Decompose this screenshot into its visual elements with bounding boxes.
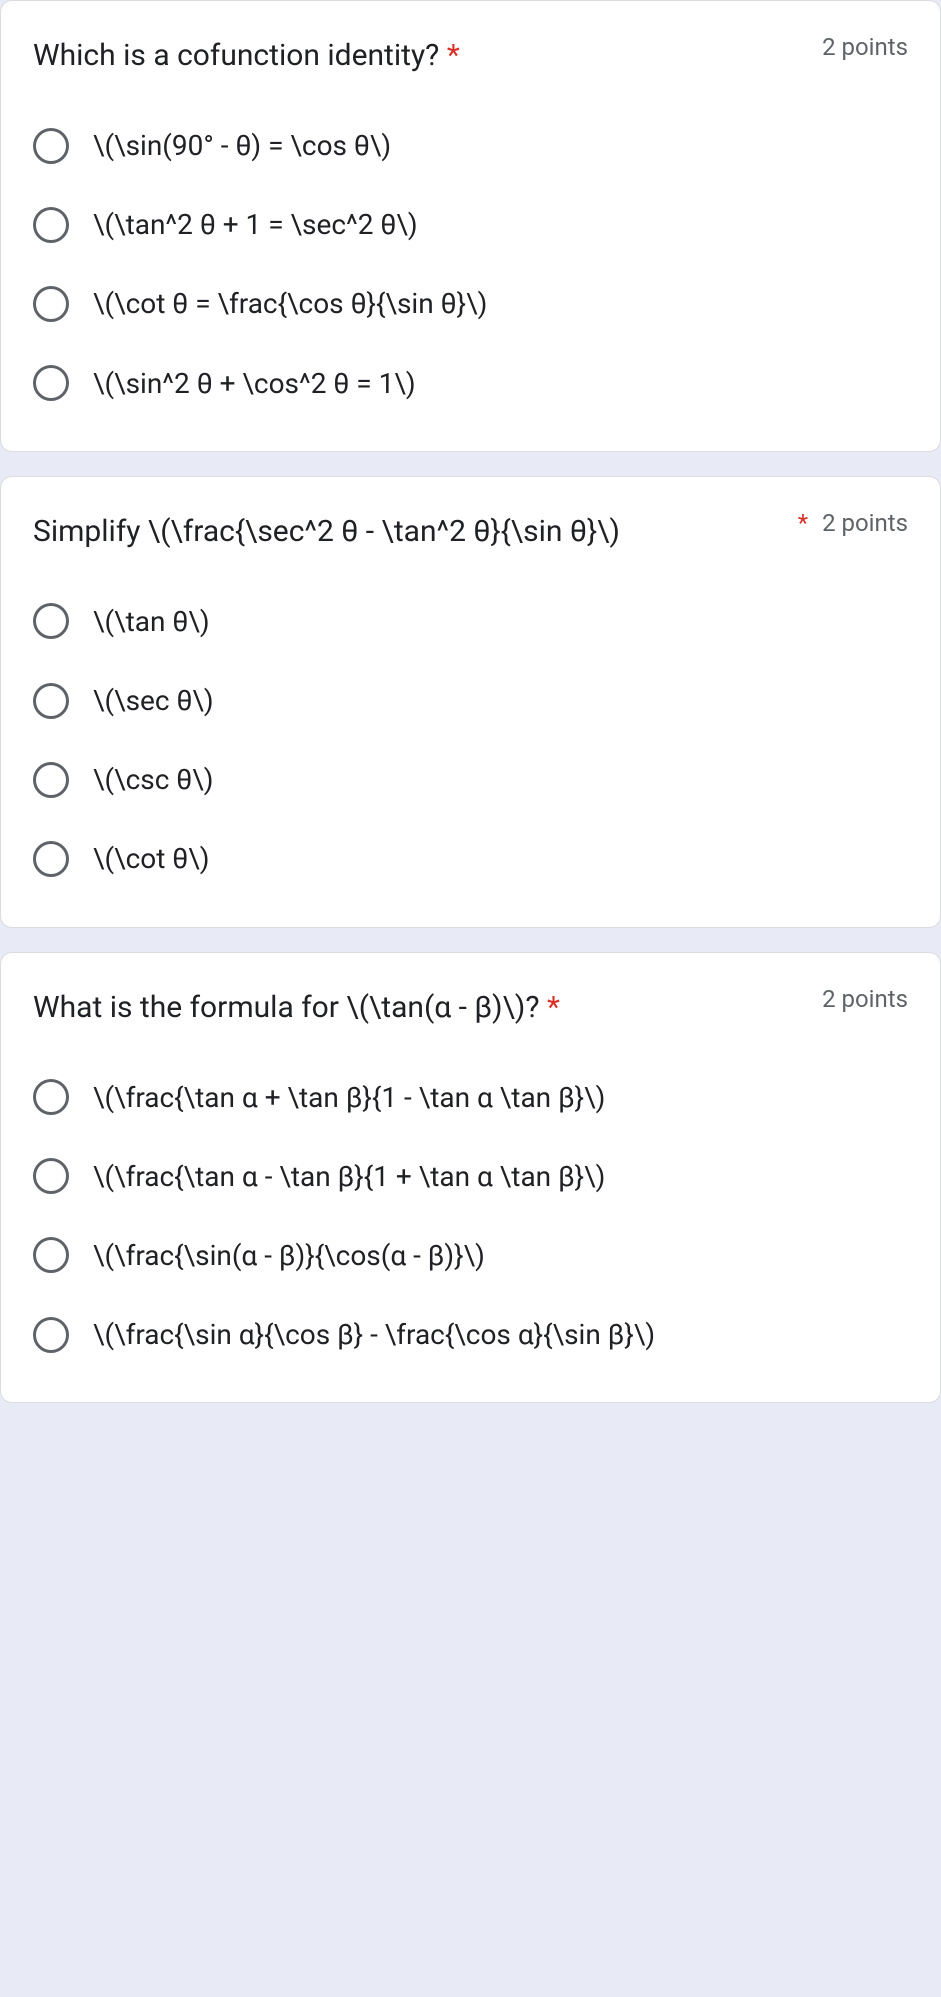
- radio-option[interactable]: \(\cot θ = \frac{\cos θ}{\sin θ}\): [33, 284, 908, 323]
- question-header: Simplify \(\frac{\sec^2 θ - \tan^2 θ}{\s…: [33, 509, 908, 554]
- question-title-text: Which is a cofunction identity?: [33, 38, 439, 73]
- required-asterisk: *: [447, 38, 460, 73]
- option-label: \(\frac{\tan α + \tan β}{1 - \tan α \tan…: [93, 1078, 605, 1117]
- radio-icon: [33, 841, 69, 877]
- question-title-text: What is the formula for \(\tan(α - β)\)?: [33, 990, 540, 1025]
- radio-icon: [33, 603, 69, 639]
- radio-icon: [33, 1079, 69, 1115]
- radio-option[interactable]: \(\tan^2 θ + 1 = \sec^2 θ\): [33, 205, 908, 244]
- option-label: \(\tan θ\): [93, 602, 210, 641]
- option-label: \(\tan^2 θ + 1 = \sec^2 θ\): [93, 205, 418, 244]
- option-label: \(\sec θ\): [93, 681, 214, 720]
- radio-icon: [33, 1317, 69, 1353]
- radio-icon: [33, 128, 69, 164]
- radio-icon: [33, 1237, 69, 1273]
- question-card: What is the formula for \(\tan(α - β)\)?…: [0, 952, 941, 1404]
- question-header: What is the formula for \(\tan(α - β)\)?…: [33, 985, 908, 1030]
- option-label: \(\sin(90° - θ) = \cos θ\): [93, 126, 391, 165]
- radio-option[interactable]: \(\tan θ\): [33, 602, 908, 641]
- question-points: * 2 points: [798, 509, 908, 537]
- radio-option[interactable]: \(\sin^2 θ + \cos^2 θ = 1\): [33, 364, 908, 403]
- radio-option[interactable]: \(\frac{\tan α - \tan β}{1 + \tan α \tan…: [33, 1157, 908, 1196]
- option-label: \(\csc θ\): [93, 760, 214, 799]
- question-title: What is the formula for \(\tan(α - β)\)?…: [33, 985, 822, 1030]
- question-title: Which is a cofunction identity? *: [33, 33, 822, 78]
- option-label: \(\cot θ\): [93, 839, 210, 878]
- options-group: \(\tan θ\) \(\sec θ\) \(\csc θ\) \(\cot …: [33, 602, 908, 879]
- question-points: 2 points: [822, 985, 908, 1013]
- options-group: \(\sin(90° - θ) = \cos θ\) \(\tan^2 θ + …: [33, 126, 908, 403]
- radio-icon: [33, 286, 69, 322]
- options-group: \(\frac{\tan α + \tan β}{1 - \tan α \tan…: [33, 1078, 908, 1355]
- radio-option[interactable]: \(\sec θ\): [33, 681, 908, 720]
- option-label: \(\sin^2 θ + \cos^2 θ = 1\): [93, 364, 416, 403]
- radio-icon: [33, 207, 69, 243]
- radio-option[interactable]: \(\cot θ\): [33, 839, 908, 878]
- option-label: \(\frac{\sin(α - β)}{\cos(α - β)}\): [93, 1236, 485, 1275]
- question-title: Simplify \(\frac{\sec^2 θ - \tan^2 θ}{\s…: [33, 509, 798, 554]
- radio-icon: [33, 365, 69, 401]
- radio-option[interactable]: \(\csc θ\): [33, 760, 908, 799]
- radio-option[interactable]: \(\sin(90° - θ) = \cos θ\): [33, 126, 908, 165]
- question-card: Simplify \(\frac{\sec^2 θ - \tan^2 θ}{\s…: [0, 476, 941, 928]
- question-points: 2 points: [822, 33, 908, 61]
- question-title-text: Simplify \(\frac{\sec^2 θ - \tan^2 θ}{\s…: [33, 514, 620, 549]
- points-text: 2 points: [822, 509, 908, 537]
- radio-option[interactable]: \(\frac{\sin α}{\cos β} - \frac{\cos α}{…: [33, 1315, 908, 1354]
- radio-option[interactable]: \(\frac{\tan α + \tan β}{1 - \tan α \tan…: [33, 1078, 908, 1117]
- required-asterisk: *: [798, 509, 808, 537]
- option-label: \(\frac{\sin α}{\cos β} - \frac{\cos α}{…: [93, 1315, 655, 1354]
- radio-icon: [33, 762, 69, 798]
- radio-option[interactable]: \(\frac{\sin(α - β)}{\cos(α - β)}\): [33, 1236, 908, 1275]
- question-card: Which is a cofunction identity? * 2 poin…: [0, 0, 941, 452]
- required-asterisk: *: [547, 990, 560, 1025]
- option-label: \(\cot θ = \frac{\cos θ}{\sin θ}\): [93, 284, 487, 323]
- option-label: \(\frac{\tan α - \tan β}{1 + \tan α \tan…: [93, 1157, 605, 1196]
- question-header: Which is a cofunction identity? * 2 poin…: [33, 33, 908, 78]
- radio-icon: [33, 683, 69, 719]
- radio-icon: [33, 1158, 69, 1194]
